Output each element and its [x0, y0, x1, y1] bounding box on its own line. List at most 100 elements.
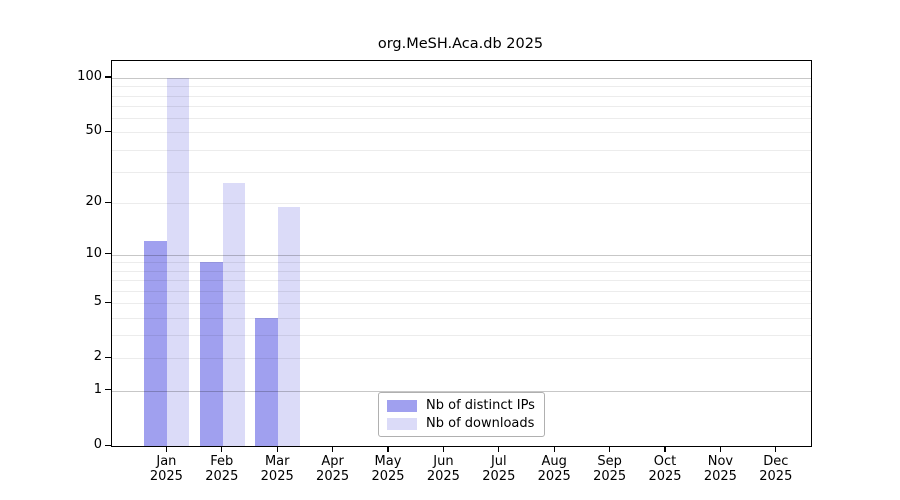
x-tick-month-nov: Nov: [707, 454, 734, 469]
gridline-4: [112, 317, 811, 319]
x-tick-year-jun: 2025: [426, 469, 460, 484]
gridline-80: [112, 95, 811, 97]
x-tick-year-oct: 2025: [648, 469, 682, 484]
x-tick-month-sep: Sep: [597, 454, 622, 469]
legend-label-downloads: Nb of downloads: [426, 416, 535, 431]
x-tick-year-sep: 2025: [593, 469, 627, 484]
x-tick-jun: [442, 447, 444, 452]
x-tick-year-dec: 2025: [759, 469, 793, 484]
y-tick-label-100: 100: [77, 68, 102, 84]
gridline-60: [112, 118, 811, 120]
legend-label-distinct-ips: Nb of distinct IPs: [426, 398, 535, 413]
x-tick-label-dec: Dec 2025: [744, 454, 808, 484]
x-tick-oct: [664, 447, 666, 452]
gridline-1: [112, 390, 811, 392]
y-tick-1: [105, 389, 111, 391]
x-tick-label-apr: Apr 2025: [301, 454, 365, 484]
gridline-7: [112, 280, 811, 282]
x-tick-year-feb: 2025: [205, 469, 239, 484]
x-tick-year-nov: 2025: [703, 469, 737, 484]
bar-downloads-jan: [167, 78, 190, 446]
x-tick-year-may: 2025: [371, 469, 405, 484]
bars-layer: [112, 61, 811, 446]
x-tick-year-mar: 2025: [260, 469, 294, 484]
legend-entry-downloads: Nb of downloads: [387, 416, 535, 431]
plot-area: [111, 60, 812, 447]
legend: Nb of distinct IPs Nb of downloads: [378, 392, 545, 437]
y-tick-50: [105, 130, 111, 133]
gridline-3: [112, 335, 811, 337]
x-tick-month-mar: Mar: [264, 454, 290, 469]
gridline-90: [112, 86, 811, 88]
x-tick-month-may: May: [374, 454, 402, 469]
bar-distinct-ips-feb: [199, 262, 223, 446]
x-tick-month-aug: Aug: [541, 454, 567, 469]
y-tick-label-0: 0: [93, 437, 102, 452]
y-tick-5: [105, 301, 111, 303]
gridline-100: [112, 77, 811, 79]
x-tick-jan: [165, 447, 167, 452]
legend-entry-distinct-ips: Nb of distinct IPs: [387, 398, 535, 413]
bar-distinct-ips-jan: [144, 241, 168, 446]
x-tick-year-aug: 2025: [537, 469, 571, 484]
x-tick-label-jun: Jun 2025: [411, 454, 475, 484]
x-tick-label-sep: Sep 2025: [578, 454, 642, 484]
x-tick-year-jan: 2025: [149, 469, 183, 484]
x-tick-feb: [221, 447, 223, 452]
x-tick-label-jan: Jan 2025: [134, 454, 198, 484]
x-tick-month-apr: Apr: [321, 454, 344, 469]
gridline-70: [112, 106, 811, 108]
gridline-6: [112, 290, 811, 292]
x-tick-month-jun: Jun: [433, 454, 454, 469]
bar-downloads-mar: [278, 207, 301, 446]
x-tick-aug: [553, 447, 555, 452]
gridline-9: [112, 262, 811, 264]
y-tick-label-10: 10: [85, 245, 102, 261]
legend-swatch-distinct-ips-icon: [387, 399, 417, 412]
gridline-5: [112, 303, 811, 305]
gridline-2: [112, 358, 811, 360]
x-tick-nov: [719, 447, 721, 452]
x-tick-month-feb: Feb: [210, 454, 234, 469]
x-tick-year-apr: 2025: [316, 469, 350, 484]
x-tick-month-oct: Oct: [653, 454, 677, 469]
x-tick-label-mar: Mar 2025: [245, 454, 309, 484]
y-tick-label-2: 2: [93, 349, 102, 365]
x-tick-month-dec: Dec: [763, 454, 789, 469]
x-tick-label-oct: Oct 2025: [633, 454, 697, 484]
x-tick-month-jan: Jan: [156, 454, 177, 469]
x-tick-label-may: May 2025: [356, 454, 420, 484]
x-tick-dec: [775, 447, 777, 452]
x-tick-jul: [498, 447, 500, 452]
y-tick-0: [105, 444, 111, 446]
y-tick-label-50: 50: [85, 123, 102, 139]
y-tick-100: [105, 76, 111, 78]
gridline-30: [112, 172, 811, 174]
gridline-8: [112, 270, 811, 272]
gridline-20: [112, 203, 811, 205]
y-tick-label-1: 1: [93, 381, 102, 397]
bar-downloads-feb: [222, 183, 245, 446]
y-tick-label-20: 20: [85, 194, 102, 210]
y-tick-20: [105, 201, 111, 203]
y-tick-2: [105, 356, 111, 359]
x-tick-label-nov: Nov 2025: [688, 454, 752, 484]
x-tick-label-jul: Jul 2025: [467, 454, 531, 484]
x-tick-mar: [276, 447, 278, 452]
x-tick-label-aug: Aug 2025: [522, 454, 586, 484]
gridline-50: [112, 132, 811, 134]
gridline-40: [112, 149, 811, 151]
gridline-10: [112, 254, 811, 256]
x-tick-sep: [609, 447, 611, 452]
x-tick-year-jul: 2025: [482, 469, 516, 484]
x-tick-month-jul: Jul: [490, 454, 507, 469]
legend-swatch-downloads-icon: [387, 417, 417, 430]
gridlines-layer: [112, 61, 811, 446]
x-tick-apr: [332, 447, 334, 452]
chart-title: org.MeSH.Aca.db 2025: [377, 36, 544, 52]
x-tick-label-feb: Feb 2025: [190, 454, 254, 484]
y-tick-label-5: 5: [93, 294, 102, 310]
y-tick-10: [105, 253, 111, 255]
x-tick-may: [387, 447, 389, 452]
